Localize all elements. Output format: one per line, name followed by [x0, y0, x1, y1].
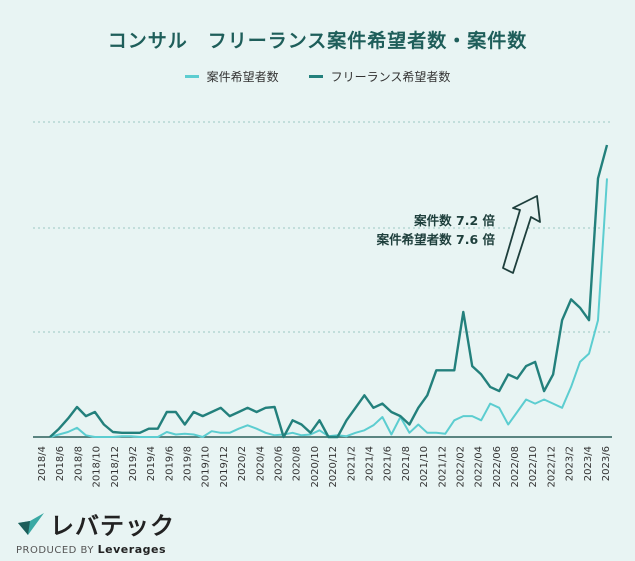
x-tick-label: 2019/10 — [201, 446, 212, 488]
x-tick-label: 2022/12 — [546, 446, 557, 488]
annotation-line-1: 案件数 7.2 倍 — [414, 213, 495, 228]
legend-item-series-2: フリーランス希望者数 — [308, 68, 451, 85]
x-tick-label: 2020/8 — [292, 446, 303, 481]
levtech-mark-icon — [18, 512, 44, 535]
series-line-2 — [49, 144, 609, 439]
x-tick-label: 2022/02 — [455, 446, 466, 488]
x-tick-label: 2018/12 — [110, 446, 121, 488]
x-tick-label: 2019/4 — [146, 446, 157, 481]
x-tick-label: 2022/04 — [474, 446, 485, 488]
line-chart: 2018/4 2018/6 2018/8 2018/10 2018/12 2019/2 20… — [33, 121, 612, 488]
x-tick-label: 2020/10 — [310, 446, 321, 488]
annotation-line-2: 案件希望者数 7.6 倍 — [376, 232, 495, 247]
x-tick-label: 2020/12 — [328, 446, 339, 488]
x-tick-label: 2020/4 — [255, 446, 266, 481]
x-tick-label: 2021/4 — [364, 446, 375, 481]
x-tick-label: 2019/8 — [183, 446, 194, 481]
x-tick-label: 2021/10 — [419, 446, 430, 488]
x-tick-label: 2021/12 — [437, 446, 448, 488]
x-tick-label: 2019/2 — [128, 446, 139, 481]
x-tick-label: 2021/8 — [401, 446, 412, 481]
logo-produced-by: PRODUCED BY Leverages — [16, 543, 175, 556]
chart-title: コンサル フリーランス案件希望者数・案件数 — [107, 30, 528, 52]
legend: 案件希望者数 フリーランス希望者数 — [0, 68, 635, 85]
x-tick-label: 2021/2 — [346, 446, 357, 481]
legend-label-series-2: フリーランス希望者数 — [330, 70, 451, 84]
x-tick-label: 2020/6 — [274, 446, 285, 481]
x-tick-label: 2018/6 — [55, 446, 66, 481]
x-tick-label: 2020/2 — [237, 446, 248, 481]
legend-swatch-series-1 — [184, 75, 199, 78]
x-tick-label: 2018/4 — [37, 446, 48, 481]
x-tick-label: 2022/08 — [510, 446, 521, 488]
growth-arrow-icon — [502, 195, 541, 274]
x-tick-label: 2022/10 — [528, 446, 539, 488]
legend-swatch-series-2 — [308, 75, 323, 78]
growth-annotation: 案件数 7.2 倍 案件希望者数 7.6 倍 — [377, 211, 495, 249]
x-tick-label: 2023/6 — [601, 446, 612, 481]
x-tick-label: 2019/12 — [219, 446, 230, 488]
x-tick-label: 2023/2 — [565, 446, 576, 481]
x-tick-label: 2018/10 — [92, 446, 103, 488]
x-tick-label: 2018/8 — [73, 446, 84, 481]
legend-label-series-1: 案件希望者数 — [206, 70, 279, 84]
x-tick-label: 2022/06 — [492, 446, 503, 488]
legend-item-series-1: 案件希望者数 — [184, 68, 279, 85]
produced-by-text: PRODUCED BY — [16, 545, 94, 556]
x-tick-label: 2019/6 — [164, 446, 175, 481]
x-tick-label: 2021/6 — [383, 446, 394, 481]
x-tick-label: 2023/4 — [583, 446, 594, 481]
logo-name: レバテック — [50, 512, 175, 540]
company-name: Leverages — [97, 543, 167, 556]
company-logo: レバテック PRODUCED BY Leverages — [16, 506, 175, 556]
